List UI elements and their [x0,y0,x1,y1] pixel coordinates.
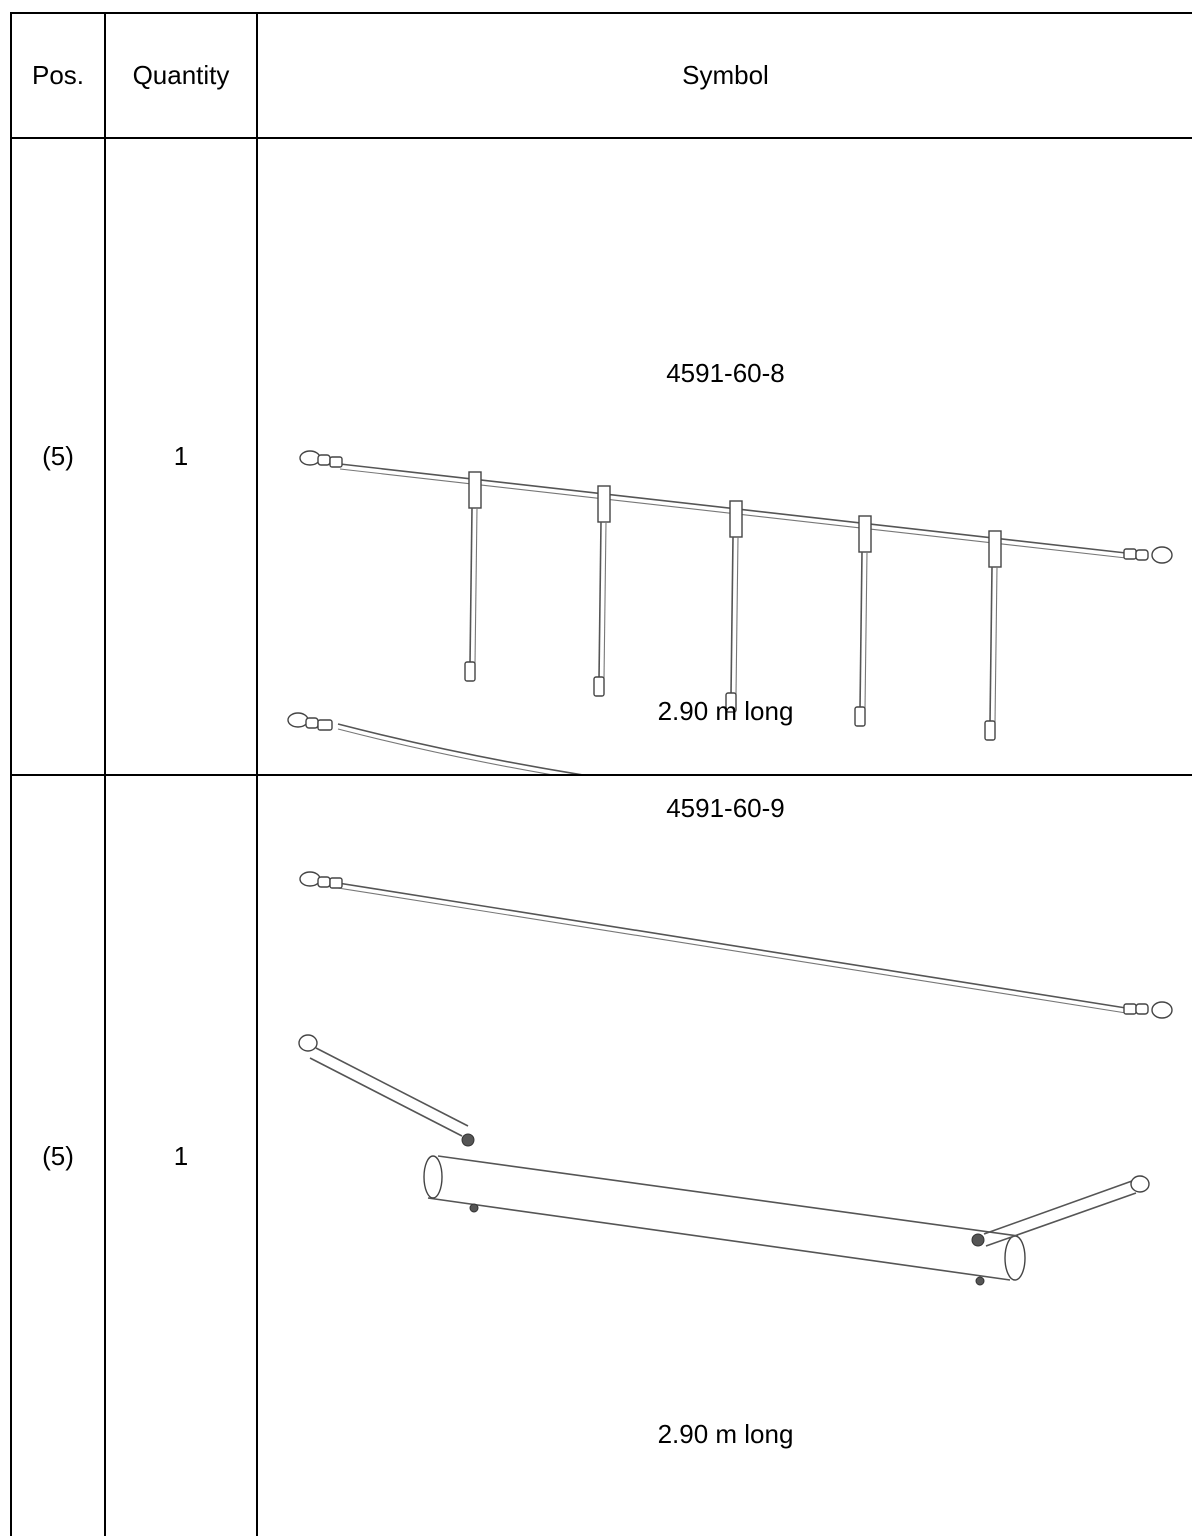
header-symbol: Symbol [256,12,1192,139]
length-note: 2.90 m long [657,696,794,726]
header-row: Pos. Quantity Symbol [10,12,1192,139]
pendant [725,500,743,713]
rail-with-crossbar-icon [298,871,1173,1286]
hanger-rail-with-pendants-icon [287,450,1173,774]
symbol-cell: 4591-60-8 [256,137,1192,776]
part-number: 4591-60-8 [666,358,785,388]
symbol-cell: 4591-60-9 [256,774,1192,1536]
header-quantity: Quantity [104,12,258,139]
pos-cell: (5) [10,137,106,776]
pendant [464,471,482,682]
pos-cell: (5) [10,774,106,1536]
pendant [854,515,872,727]
table-row: (5) 1 4591-60-8 [10,137,1192,776]
quantity-cell: 1 [104,137,258,776]
part-number: 4591-60-9 [666,793,785,823]
length-note: 2.90 m long [657,1419,794,1449]
pendant [593,485,611,697]
header-pos: Pos. [10,12,106,139]
table-row: (5) 1 4591-60-9 [10,774,1192,1536]
quantity-cell: 1 [104,774,258,1536]
parts-table: Pos. Quantity Symbol (5) 1 4591-60-8 [10,12,1192,1536]
pendant [984,530,1002,741]
